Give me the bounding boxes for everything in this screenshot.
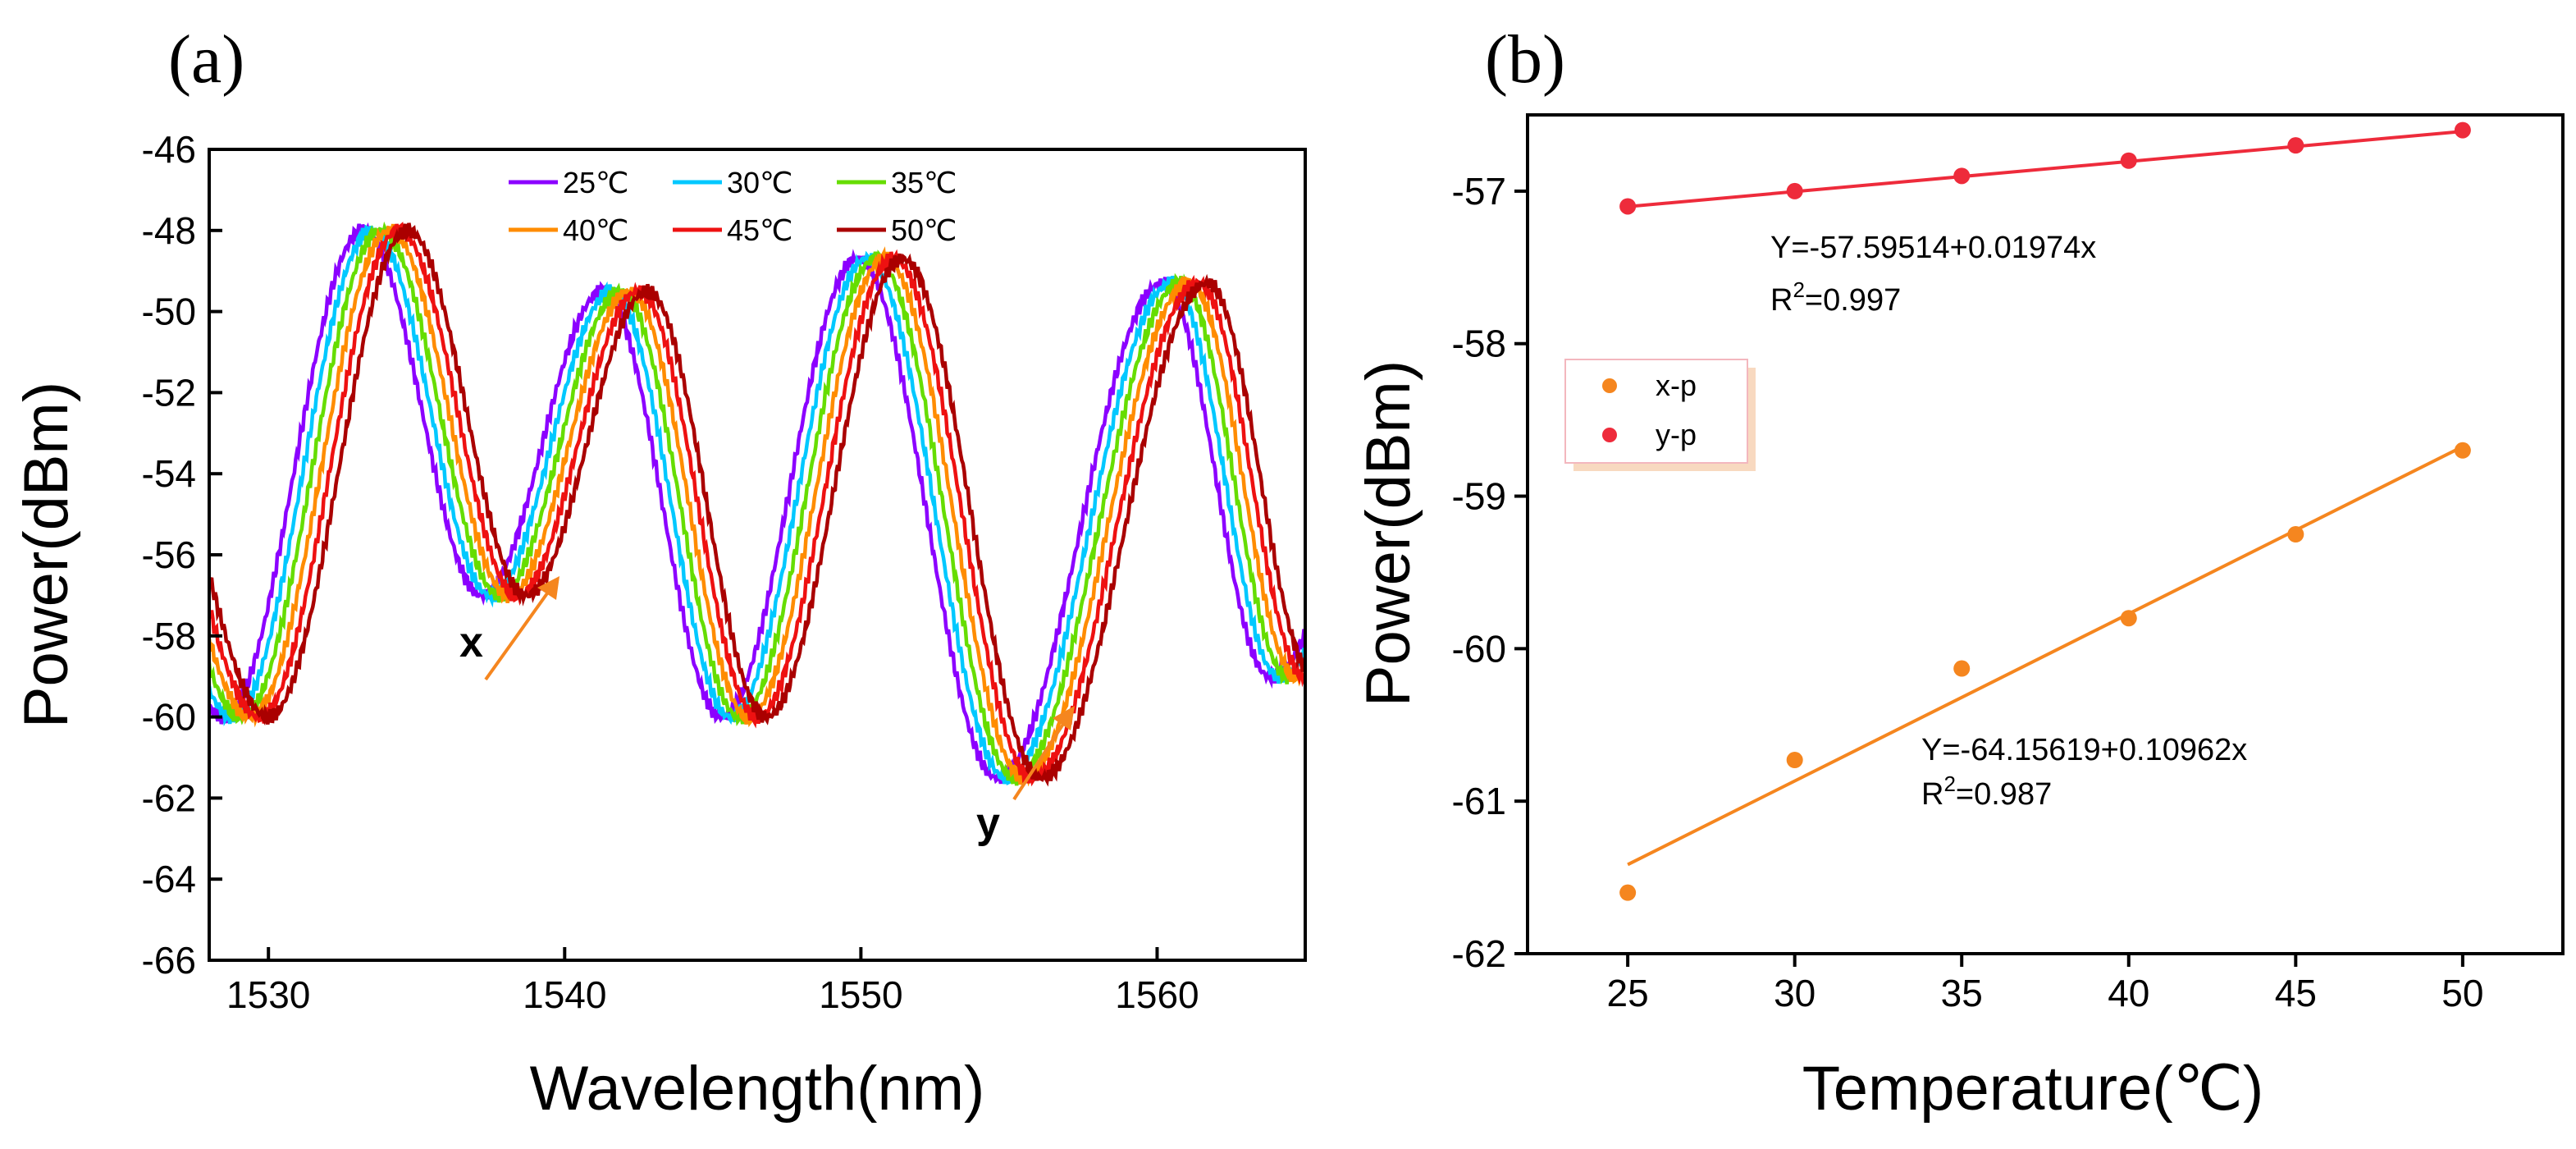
panel-a-x-tick-label: 1540 [523, 973, 606, 1016]
legend-label: 45℃ [727, 213, 792, 247]
point-x-p [1953, 660, 1971, 677]
panel-b-y-tick-label: -60 [1452, 627, 1506, 670]
panel-b-frame [1526, 113, 2565, 955]
point-x-p [1786, 752, 1803, 769]
panel-a-legend: 25℃ 30℃ 35℃ 40℃ 45℃ 50℃ [509, 166, 957, 247]
r2-x-p: R2=0.987 [1921, 771, 2052, 812]
panel-a-x-axis-title: Wavelength(nm) [530, 1054, 985, 1124]
equation-x-p: Y=-64.15619+0.10962x [1921, 733, 2247, 767]
panel-a-y-tick-label: -56 [142, 533, 196, 576]
panel-a-curves [209, 221, 1305, 787]
panel-a-y-axis-title: Power(dBm) [11, 382, 81, 728]
legend-label: 35℃ [891, 166, 957, 199]
panel-a-y-tick-label: -66 [142, 939, 196, 982]
panel-b-plot [1619, 121, 2471, 901]
panel-a-y-tick-label: -52 [142, 371, 196, 414]
point-x-p [2454, 442, 2471, 459]
panel-b: (b) 25 30 35 40 45 50 -62 -61 -60 -59 -58 -57 Y=-57… [1354, 21, 2565, 1124]
point-y-p [1953, 167, 1971, 185]
panel-b-y-axis-title: Power(dBm) [1354, 360, 1423, 707]
annotation-y-arrow [1012, 706, 1075, 801]
legend-label-y-p: y-p [1656, 418, 1697, 451]
panel-b-x-tick-label: 45 [2275, 972, 2317, 1014]
panel-b-label: (b) [1485, 21, 1565, 98]
point-x-p [2120, 610, 2137, 627]
legend-label: 30℃ [727, 166, 792, 199]
panel-a-y-tick-label: -50 [142, 291, 196, 333]
panel-a-y-tick-label: -54 [142, 452, 196, 495]
point-y-p [1786, 182, 1803, 199]
panel-b-x-tick-label: 40 [2108, 972, 2149, 1014]
panel-b-y-tick-label: -58 [1452, 323, 1506, 365]
point-y-p [2287, 137, 2304, 154]
panel-a-y-tick-label: -62 [142, 776, 196, 819]
legend-marker-x-p [1602, 378, 1617, 393]
annotation-x-label: x [459, 619, 483, 666]
panel-a-label: (a) [168, 21, 244, 98]
panel-b-x-tick-label: 30 [1774, 972, 1816, 1014]
panel-a-x-tick-label: 1560 [1115, 973, 1199, 1016]
spectrum-line-1 [209, 222, 1305, 785]
panel-b-x-tick-label: 50 [2441, 972, 2483, 1014]
panel-a-y-tick-label: -58 [142, 615, 196, 657]
legend-box [1564, 359, 1748, 464]
point-x-p [1619, 884, 1637, 901]
panel-b-y-tick-label: -59 [1452, 475, 1506, 518]
fit-annotation-x-p: Y=-64.15619+0.10962x R2=0.987 [1921, 733, 2247, 812]
legend-label-x-p: x-p [1656, 369, 1697, 402]
fit-line-y-p [1627, 130, 2464, 208]
legend-label: 50℃ [891, 213, 957, 247]
legend-label: 40℃ [563, 213, 628, 247]
panel-a-y-tick-label: -48 [142, 209, 196, 252]
panel-b-legend: x-p y-p [1564, 359, 1756, 471]
panel-b-x-axis-title: Temperature(℃) [1802, 1054, 2264, 1124]
point-x-p [2287, 526, 2304, 542]
panel-b-y-tick-label: -61 [1452, 780, 1506, 822]
panel-a-x-tick-label: 1530 [226, 973, 310, 1016]
fit-annotation-y-p: Y=-57.59514+0.01974x R2=0.997 [1770, 231, 2096, 318]
panel-b-x-tick-label: 25 [1607, 972, 1649, 1014]
annotation-x-arrow [484, 576, 560, 681]
panel-a-y-tick-label: -46 [142, 128, 196, 171]
panel-a: (a) 1530 1540 1550 1560 -66 -64 -62 -60 -58 -56 -5… [11, 21, 1307, 1124]
panel-b-ticks: 25 30 35 40 45 50 -62 -61 -60 -59 -58 -57 [1452, 170, 2484, 1014]
panel-b-y-tick-label: -62 [1452, 932, 1506, 975]
panel-a-x-tick-label: 1550 [819, 973, 902, 1016]
legend-label: 25℃ [563, 166, 628, 199]
spectrum-line-2 [209, 224, 1305, 785]
panel-a-ticks: 1530 1540 1550 1560 -66 -64 -62 -60 -58 -56 -54 -52… [142, 128, 1199, 1016]
panel-a-y-tick-label: -60 [142, 696, 196, 739]
point-y-p [2454, 121, 2471, 139]
point-y-p [2120, 152, 2137, 169]
point-y-p [1619, 198, 1637, 215]
annotation-y-label: y [976, 799, 1000, 847]
legend-marker-y-p [1602, 428, 1617, 442]
spectrum-line-6 [209, 222, 1305, 787]
panel-b-x-tick-label: 35 [1941, 972, 1983, 1014]
panel-b-y-tick-label: -57 [1452, 170, 1506, 213]
panel-a-y-tick-label: -64 [142, 858, 196, 900]
equation-y-p: Y=-57.59514+0.01974x [1770, 231, 2096, 265]
r2-y-p: R2=0.997 [1770, 277, 1901, 318]
fit-line-x-p [1627, 445, 2464, 867]
